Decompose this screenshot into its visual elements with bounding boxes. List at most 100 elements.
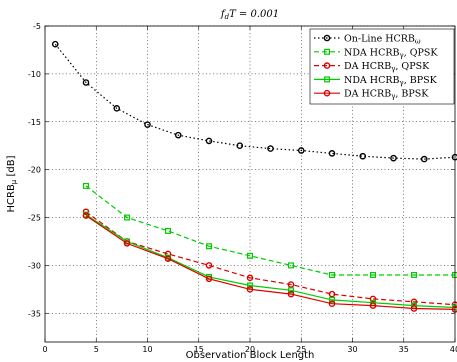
- data-point: [246, 274, 254, 282]
- legend-swatch-marker: [324, 48, 331, 55]
- legend-label-base: DA HCRB: [344, 61, 391, 72]
- data-point: [247, 252, 254, 259]
- data-point: [82, 212, 90, 219]
- series-line: [54, 43, 456, 160]
- data-point: [287, 281, 295, 288]
- legend-box: [309, 28, 455, 105]
- data-point: [420, 155, 428, 163]
- y-axis-label-rest: [dB]: [6, 155, 17, 179]
- legend-item: DA HCRBγ, BPSK: [314, 89, 429, 101]
- x-axis-label: Observation Block Length: [186, 350, 315, 361]
- legend-item: On-Line HCRBω: [314, 34, 421, 46]
- data-point: [206, 243, 213, 250]
- y-axis-label: HCRBμ [dB]: [6, 155, 18, 212]
- grid: [45, 25, 455, 342]
- data-point: [297, 147, 305, 154]
- y-tick-label: -35: [28, 309, 41, 318]
- data-point: [82, 182, 89, 189]
- data-point: [288, 287, 295, 294]
- data-point: [267, 145, 274, 152]
- legend-label: DA HCRBγ, QPSK: [344, 61, 430, 73]
- data-point: [410, 305, 418, 312]
- data-point: [205, 137, 213, 145]
- legend-label-rest: , BPSK: [404, 75, 438, 86]
- data-point: [246, 286, 254, 293]
- data-point: [411, 271, 418, 278]
- y-tick-label: -15: [28, 118, 41, 127]
- series-group: [51, 40, 457, 313]
- x-tick-label: 5: [94, 345, 99, 354]
- legend-label-base: NDA HCRB: [344, 47, 400, 58]
- legend-label-base: NDA HCRB: [344, 75, 400, 86]
- x-tick-label: 30: [347, 345, 357, 354]
- legend-item: DA HCRBγ, QPSK: [314, 61, 430, 73]
- axis-ticks: 0 5 10 15 20 25 30 35 40 -35 -30 -25 -20 -15 -10 -5: [28, 22, 457, 354]
- series-line: [85, 211, 456, 306]
- data-point: [329, 271, 336, 278]
- legend-label-sub: γ: [400, 51, 404, 59]
- data-point: [174, 131, 182, 139]
- legend-label-rest: , BPSK: [395, 89, 429, 100]
- data-point: [410, 298, 418, 306]
- series-1: [51, 40, 457, 163]
- x-tick-label: 10: [142, 345, 152, 354]
- data-point: [369, 302, 377, 309]
- y-tick-label: -30: [28, 261, 41, 270]
- data-point: [328, 290, 336, 298]
- chart-title-rest: T = 0.001: [229, 9, 279, 20]
- legend-label: NDA HCRBγ, BPSK: [344, 75, 438, 87]
- data-point: [359, 152, 367, 160]
- chart-title-sub: d: [225, 13, 230, 21]
- legend-label: DA HCRBγ, BPSK: [344, 89, 429, 101]
- legend-label: NDA HCRBγ, QPSK: [344, 47, 438, 59]
- data-point: [328, 300, 336, 307]
- data-point: [144, 121, 151, 128]
- legend-label-base: On-Line HCRB: [344, 34, 415, 45]
- y-tick-label: -25: [28, 214, 41, 223]
- x-tick-label: 40: [450, 345, 457, 354]
- data-point: [205, 275, 213, 283]
- legend-label-sub: ω: [415, 38, 421, 46]
- x-tick-label: 25: [296, 345, 306, 354]
- data-point: [51, 40, 59, 48]
- data-point: [328, 150, 336, 157]
- legend-label-sub: γ: [391, 93, 395, 101]
- x-tick-label: 15: [194, 345, 204, 354]
- legend-label-base: DA HCRB: [344, 89, 391, 100]
- y-axis-label-base: HCRB: [6, 184, 17, 212]
- legend-label-sub: γ: [400, 79, 404, 87]
- data-point: [123, 214, 130, 221]
- chart-title: fdT = 0.001: [220, 9, 279, 21]
- data-point: [113, 105, 121, 112]
- series-line: [85, 185, 455, 276]
- legend-label-rest: , QPSK: [404, 47, 439, 58]
- legend-swatch-marker: [323, 89, 331, 97]
- data-point: [329, 296, 336, 303]
- data-point: [390, 154, 397, 162]
- series-2: [82, 182, 457, 278]
- legend-label-sub: γ: [391, 65, 395, 73]
- data-point: [236, 142, 244, 149]
- data-point: [288, 262, 295, 269]
- data-point: [123, 240, 131, 247]
- legend-swatch-marker: [323, 34, 331, 42]
- y-tick-label: -20: [28, 166, 41, 175]
- data-point: [370, 271, 377, 278]
- legend-swatch-marker: [323, 62, 331, 69]
- series-line: [85, 215, 456, 310]
- data-point: [164, 255, 172, 262]
- legend-label: On-Line HCRBω: [344, 34, 421, 46]
- data-point: [247, 282, 254, 289]
- data-point: [165, 227, 172, 234]
- x-tick-label: 20: [245, 345, 255, 354]
- data-point: [369, 295, 377, 303]
- y-tick-label: -5: [33, 22, 41, 31]
- chart-title-base: f: [220, 9, 227, 20]
- y-axis-label-sub: μ: [10, 179, 18, 184]
- legend-swatch-marker: [324, 76, 331, 83]
- data-point: [205, 262, 213, 269]
- legend-item: NDA HCRBγ, BPSK: [314, 75, 438, 87]
- x-tick-label: 35: [399, 345, 409, 354]
- legend-item: NDA HCRBγ, QPSK: [314, 47, 438, 59]
